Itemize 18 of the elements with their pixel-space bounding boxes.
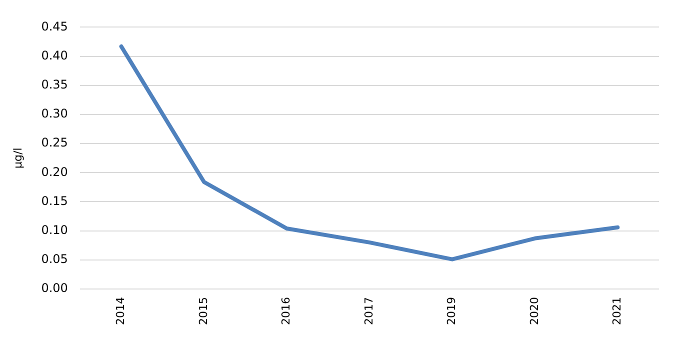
x-tick-label: 2021 <box>610 297 624 326</box>
y-tick-label: 0.40 <box>41 48 68 62</box>
y-tick-label: 0.30 <box>41 106 68 121</box>
x-tick-label: 2014 <box>114 297 128 326</box>
y-tick-label: 0.10 <box>41 222 68 237</box>
y-tick-label: 0.20 <box>41 164 68 179</box>
y-axis-title: µg/l <box>11 148 24 168</box>
x-tick-label: 2015 <box>196 297 210 326</box>
x-tick-label: 2019 <box>445 297 458 326</box>
y-tick-label: 0.35 <box>41 78 68 92</box>
y-tick-label: 0.00 <box>41 281 68 296</box>
y-tick-label: 0.15 <box>41 194 68 208</box>
x-tick-label: 2016 <box>280 297 293 326</box>
y-tick-label: 0.45 <box>41 19 68 34</box>
y-tick-label: 0.25 <box>41 136 68 150</box>
y-tick-label: 0.05 <box>41 252 68 266</box>
x-tick-label: 2020 <box>528 297 541 326</box>
x-tick-label: 2017 <box>362 297 376 326</box>
